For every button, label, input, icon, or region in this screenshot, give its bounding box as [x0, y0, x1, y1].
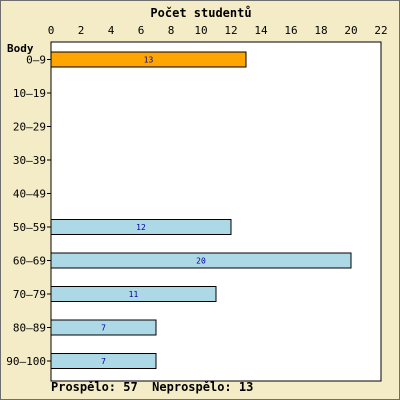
x-tick-label: 22 [374, 24, 387, 37]
x-tick-label: 12 [224, 24, 237, 37]
x-axis-ticks: 0 2 4 6 8 10 12 14 16 18 20 22 [48, 24, 388, 37]
results-summary: Prospělo: 57 Neprospělo: 13 [51, 380, 253, 394]
y-axis-ticks: 0–9 10–19 20–29 30–39 40–49 50–59 60–69 70–79 80… [6, 54, 51, 368]
y-tick-label: 40–49 [13, 188, 46, 201]
y-tick-label: 30–39 [13, 154, 46, 167]
bar-value-label: 7 [101, 357, 106, 366]
x-tick-label: 6 [138, 24, 145, 37]
bar-value-label: 20 [196, 257, 206, 266]
y-axis-label: Body [7, 42, 34, 55]
passed-label: Prospělo: [51, 380, 117, 394]
failed-label: Neprospělo: [152, 380, 232, 394]
passed-value: 57 [123, 380, 138, 394]
y-tick-label: 80–89 [13, 322, 46, 335]
x-tick-label: 16 [284, 24, 297, 37]
bar-value-label: 11 [129, 290, 139, 299]
y-tick-label: 10–19 [13, 87, 46, 100]
x-tick-label: 14 [254, 24, 268, 37]
x-tick-label: 2 [78, 24, 85, 37]
y-tick-label: 50–59 [13, 221, 46, 234]
y-tick-label: 70–79 [13, 288, 46, 301]
bar-value-label: 7 [101, 324, 106, 333]
y-tick-label: 0–9 [26, 54, 46, 67]
chart-title: Počet studentů [150, 6, 251, 20]
failed-value: 13 [238, 380, 254, 394]
bar-value-label: 13 [144, 56, 154, 65]
y-tick-label: 90–100 [6, 355, 46, 368]
x-tick-label: 4 [108, 24, 115, 37]
y-tick-label: 20–29 [13, 121, 46, 134]
x-tick-label: 10 [194, 24, 207, 37]
x-tick-label: 20 [344, 24, 357, 37]
y-tick-label: 60–69 [13, 255, 46, 268]
x-tick-label: 8 [168, 24, 175, 37]
bar-value-label: 12 [136, 223, 146, 232]
x-tick-label: 18 [314, 24, 327, 37]
x-tick-label: 0 [48, 24, 55, 37]
